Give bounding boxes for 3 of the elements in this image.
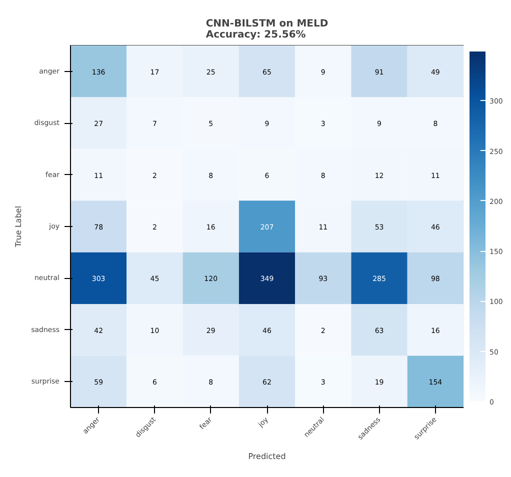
x-axis-title: Predicted [248, 452, 286, 462]
y-axis-title: True Label [14, 206, 24, 248]
chart-title: CNN-BILSTM on MELD Accuracy: 25.56% [206, 18, 328, 40]
